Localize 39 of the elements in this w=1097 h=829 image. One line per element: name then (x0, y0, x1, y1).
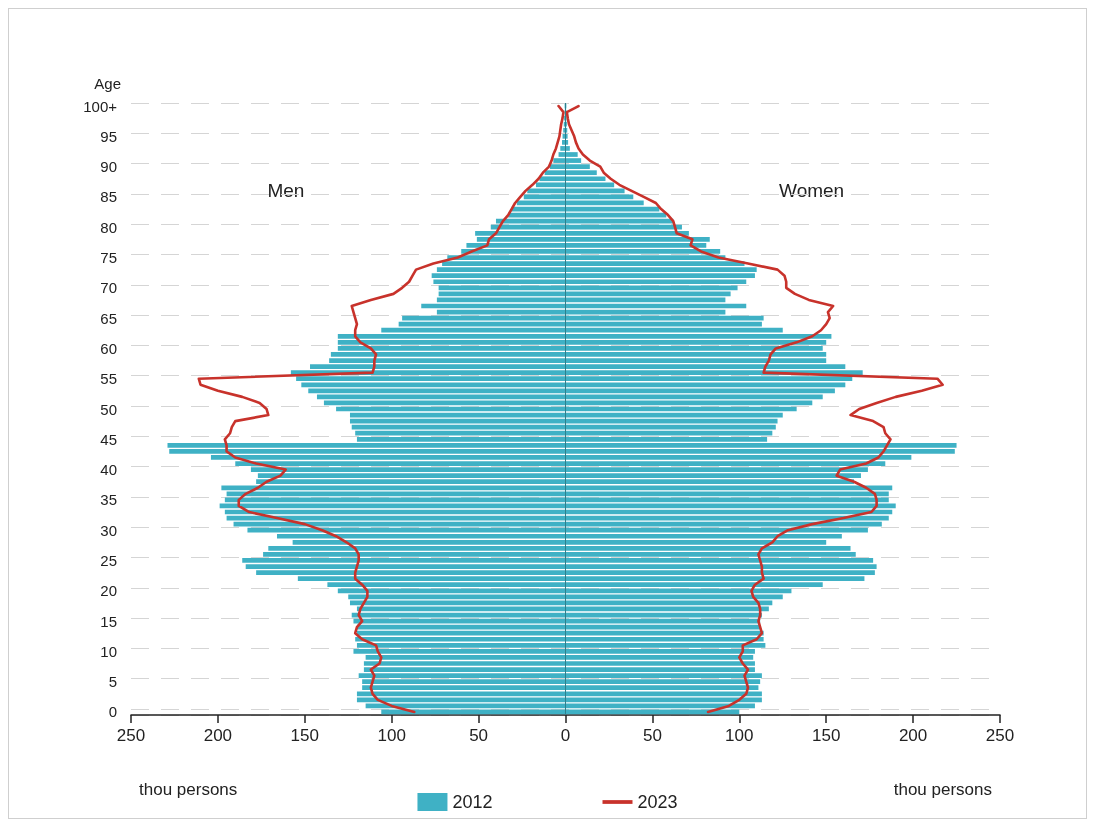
y-tick-label: 25 (100, 551, 117, 569)
y-tick-label: 30 (100, 521, 117, 539)
y-tick-label: 10 (100, 642, 117, 660)
y-tick-label: 45 (100, 430, 117, 448)
y-tick-label: 55 (100, 370, 117, 388)
y-tick-label: 20 (100, 582, 117, 600)
y-tick-label: 5 (108, 673, 117, 691)
y-tick-label: 65 (100, 309, 117, 327)
y-tick-label: 50 (100, 400, 117, 418)
x-tick-label: 200 (203, 726, 233, 745)
y-axis-title: Age (94, 75, 121, 92)
y-tick-label: 90 (100, 158, 117, 176)
y-tick-label: 70 (100, 279, 117, 297)
y-tick-label: 0 (108, 703, 117, 721)
x-tick-label: 100 (377, 726, 406, 745)
x-tick-label: 100 (725, 726, 754, 745)
x-tick-label: 150 (812, 726, 841, 745)
legend-label: 2012 (452, 792, 493, 812)
x-tick-label: 0 (560, 726, 571, 745)
y-tick-label: 60 (100, 339, 117, 357)
y-tick-label: 95 (100, 127, 117, 145)
x-axis-title: thou persons (139, 780, 238, 799)
x-tick-label: 250 (985, 726, 1015, 745)
annotation: Men (267, 180, 305, 201)
y-tick-label: 40 (100, 461, 117, 479)
x-tick-label: 150 (290, 726, 319, 745)
y-tick-label: 100+ (83, 97, 118, 115)
x-tick-label: 50 (469, 726, 489, 745)
legend-label: 2023 (637, 792, 678, 812)
annotation: Women (779, 180, 845, 201)
y-tick-label: 35 (100, 491, 117, 509)
x-tick-label: 200 (898, 726, 928, 745)
x-tick-label: 50 (642, 726, 662, 745)
text: thou persons (893, 780, 993, 799)
y-tick-label: 80 (100, 218, 117, 236)
x-tick-label: 250 (116, 726, 146, 745)
y-tick-label: 85 (100, 188, 117, 206)
y-tick-label: 15 (100, 612, 117, 630)
y-tick-label: 75 (100, 249, 117, 267)
